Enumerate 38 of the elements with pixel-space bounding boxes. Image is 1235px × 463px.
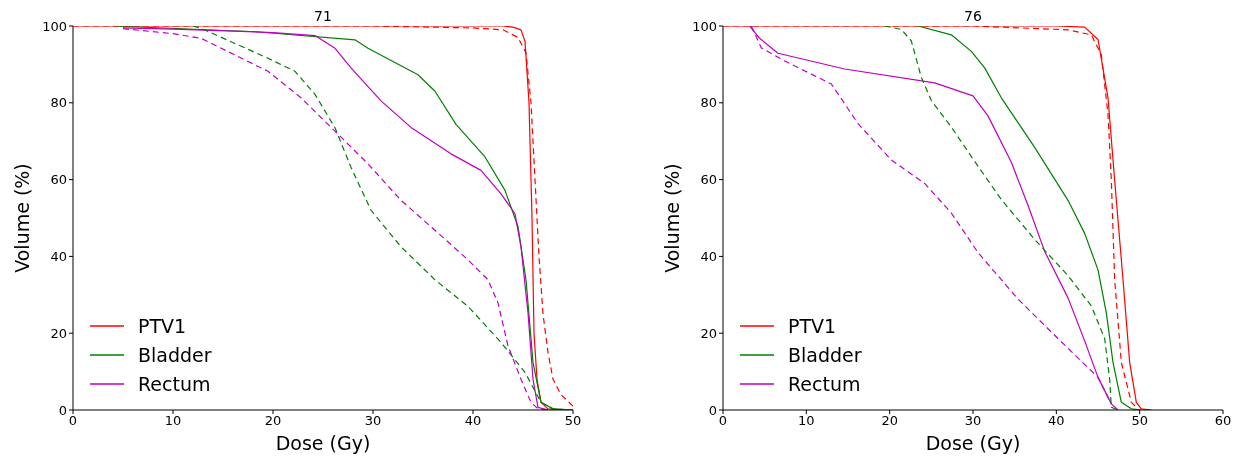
y-tick-label: 20 (50, 325, 67, 341)
y-tick-label: 60 (700, 172, 717, 188)
x-tick-label: 20 (264, 413, 282, 429)
y-axis-title: Volume (%) (10, 163, 33, 273)
x-tick-label: 30 (364, 413, 382, 429)
x-tick-label: 10 (164, 413, 182, 429)
x-axis-title: Dose (Gy) (275, 432, 371, 454)
y-tick-label: 80 (50, 95, 67, 111)
x-tick-label: 50 (1131, 413, 1148, 429)
x-tick-label: 0 (68, 413, 78, 429)
x-tick-label: 40 (1048, 413, 1065, 429)
x-tick-label: 40 (464, 413, 482, 429)
x-axis-title: Dose (Gy) (925, 432, 1021, 454)
x-tick-label: 20 (881, 413, 898, 429)
chart-title: 71 (313, 8, 333, 24)
y-tick-label: 0 (58, 402, 67, 418)
y-tick-label: 20 (700, 325, 717, 341)
x-tick-label: 10 (798, 413, 815, 429)
x-tick-label: 0 (718, 413, 728, 429)
line-series (884, 26, 1119, 410)
y-tick-label: 100 (42, 18, 67, 34)
y-tick-label: 80 (700, 95, 717, 111)
legend-label: Bladder (138, 343, 212, 366)
y-tick-label: 0 (708, 402, 717, 418)
legend-label: Bladder (788, 343, 862, 366)
legend-label: PTV1 (788, 314, 837, 337)
y-tick-label: 60 (50, 172, 67, 188)
y-tick-label: 40 (50, 249, 67, 265)
x-tick-label: 60 (1214, 413, 1232, 429)
y-tick-label: 40 (700, 249, 717, 265)
legend-label: Rectum (788, 372, 861, 395)
chart-title: 76 (963, 8, 983, 24)
x-tick-label: 30 (964, 413, 982, 429)
y-axis-title: Volume (%) (660, 163, 683, 273)
legend-label: Rectum (138, 372, 211, 395)
x-tick-label: 50 (564, 413, 582, 429)
y-tick-label: 100 (692, 18, 717, 34)
legend-label: PTV1 (138, 314, 187, 337)
